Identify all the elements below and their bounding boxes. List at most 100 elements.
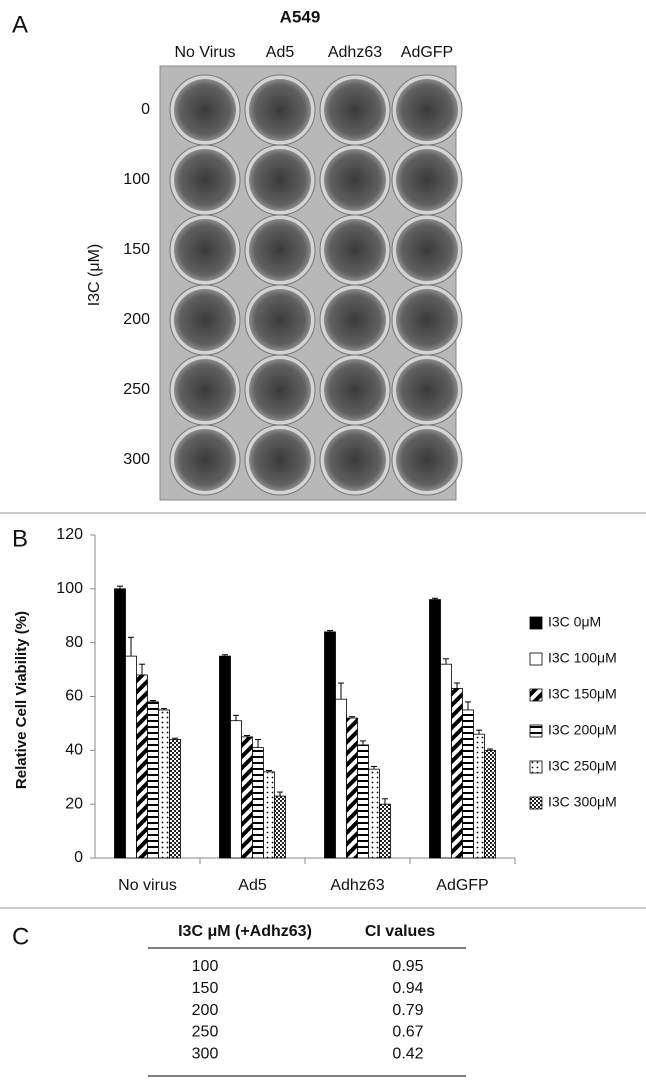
well (249, 149, 311, 211)
column-label: No Virus (174, 44, 235, 61)
legend-swatch (529, 724, 543, 738)
legend-swatch (529, 760, 543, 774)
y-tick-label: 80 (65, 634, 83, 651)
table-cell: 250 (192, 1024, 219, 1041)
bar (473, 733, 485, 859)
well (324, 289, 386, 351)
well (324, 359, 386, 421)
table-cell: 0.94 (392, 980, 423, 997)
bar (147, 701, 159, 859)
bar (440, 663, 452, 859)
column-label: Ad5 (266, 44, 295, 61)
legend-label: I3C 150μM (548, 686, 617, 702)
well (249, 429, 311, 491)
y-tick-label: 60 (65, 688, 83, 705)
y-tick-label: 20 (65, 795, 83, 812)
plate-title: A549 (280, 7, 321, 26)
table-cell: 0.79 (392, 1002, 423, 1019)
table-cell: 0.67 (392, 1024, 423, 1041)
column-label: AdGFP (401, 44, 453, 61)
bar (379, 803, 391, 859)
row-label: 100 (123, 171, 150, 188)
well (174, 79, 236, 141)
well (249, 359, 311, 421)
legend-swatch (529, 688, 543, 702)
well (396, 359, 458, 421)
row-label: 150 (123, 241, 150, 258)
bar (219, 655, 231, 859)
table-header: I3C μM (+Adhz63) (178, 923, 312, 940)
row-label: 200 (123, 311, 150, 328)
well (174, 219, 236, 281)
well (174, 429, 236, 491)
well (324, 429, 386, 491)
table-cell: 300 (192, 1045, 219, 1062)
table-cell: 150 (192, 980, 219, 997)
bar (451, 688, 463, 859)
table-cell: 200 (192, 1002, 219, 1019)
bar (158, 709, 170, 859)
well (249, 219, 311, 281)
table-cell: 100 (192, 958, 219, 975)
bar (368, 768, 380, 859)
well (324, 219, 386, 281)
x-tick-label: Adhz63 (330, 877, 384, 894)
well (324, 79, 386, 141)
legend-swatch (529, 796, 543, 810)
bar (114, 588, 126, 859)
bar (241, 736, 253, 859)
bar (462, 709, 474, 859)
well (396, 429, 458, 491)
table-header: CI values (365, 923, 435, 940)
axis-label: I3C (μM) (86, 244, 103, 307)
bar (274, 795, 286, 859)
bar (136, 674, 148, 859)
bar (125, 655, 137, 859)
bar (252, 747, 264, 859)
table-cell: 0.95 (392, 958, 423, 975)
bar (263, 771, 275, 859)
well (396, 219, 458, 281)
column-label: Adhz63 (328, 44, 382, 61)
panel-label: B (12, 525, 28, 552)
well (249, 289, 311, 351)
bar (169, 739, 181, 859)
legend-label: I3C 200μM (548, 722, 617, 738)
well (249, 79, 311, 141)
x-tick-label: No virus (118, 877, 177, 894)
bar (357, 744, 369, 859)
legend-label: I3C 100μM (548, 650, 617, 666)
well (324, 149, 386, 211)
y-tick-label: 120 (56, 526, 83, 543)
table-cell: 0.42 (392, 1045, 423, 1062)
legend-swatch (529, 652, 543, 666)
legend-label: I3C 300μM (548, 794, 617, 810)
row-label: 0 (141, 101, 150, 118)
well (174, 149, 236, 211)
bar (335, 698, 347, 859)
panel-label: C (12, 923, 29, 950)
bar (484, 749, 496, 859)
well (396, 289, 458, 351)
well (174, 359, 236, 421)
bar (429, 599, 441, 859)
well (396, 79, 458, 141)
bar (230, 720, 242, 859)
y-tick-label: 40 (65, 742, 83, 759)
row-label: 300 (123, 451, 150, 468)
row-label: 250 (123, 381, 150, 398)
y-tick-label: 100 (56, 580, 83, 597)
well (174, 289, 236, 351)
panel-label: A (12, 11, 28, 38)
y-axis-title: Relative Cell Viability (%) (13, 611, 30, 789)
bar (324, 631, 336, 859)
y-tick-label: 0 (74, 849, 83, 866)
legend-label: I3C 0μM (548, 614, 601, 630)
x-tick-label: Ad5 (238, 877, 267, 894)
legend-swatch (529, 616, 543, 630)
x-tick-label: AdGFP (436, 877, 488, 894)
well (396, 149, 458, 211)
legend-label: I3C 250μM (548, 758, 617, 774)
